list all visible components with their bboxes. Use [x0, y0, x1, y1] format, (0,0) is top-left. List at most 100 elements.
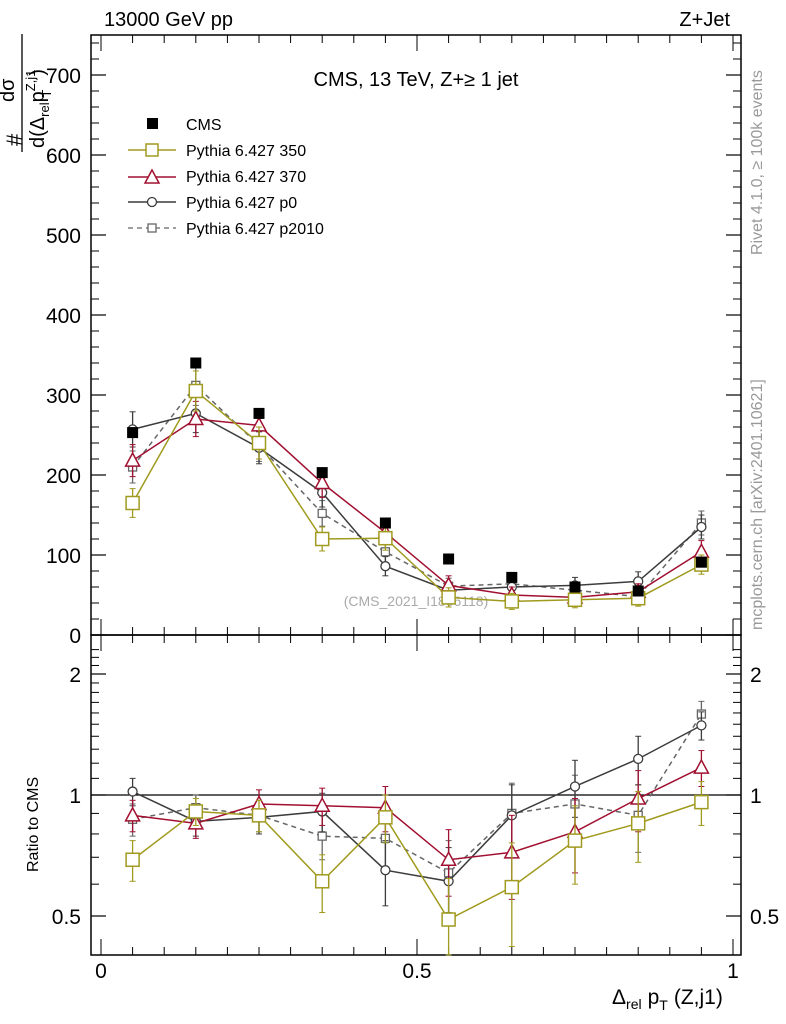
ratio-y-tick-label-right: 1	[750, 785, 762, 808]
mcplots-label: mcplots.cern.ch [arXiv:2401.10621]	[749, 379, 766, 630]
ratio-point-p350	[694, 794, 709, 810]
ratio-point-p350	[630, 816, 646, 831]
legend-p370-marker	[143, 168, 161, 184]
legend: CMS Pythia 6.427 350 Pythia 6.427 370 Py…	[128, 117, 324, 238]
energy-label: 13000 GeV pp	[104, 9, 233, 31]
main-series-cms	[127, 357, 707, 597]
main-point-p350	[188, 383, 204, 399]
ratio-point-p350	[314, 874, 330, 889]
legend-cms-marker	[147, 118, 158, 129]
ratio-point-p370	[313, 796, 331, 813]
main-y-tick-label: 500	[46, 225, 81, 248]
ratio-y-tick-label: 1	[69, 785, 81, 808]
main-point-p350	[378, 530, 393, 546]
main-y-tick-label: 400	[46, 305, 81, 328]
main-point-cms	[632, 585, 644, 597]
x-label-t: T	[659, 997, 668, 1013]
main-point-p370	[313, 473, 331, 490]
main-y-tick-label: 700	[46, 65, 81, 88]
ratio-y-tick-label: 0.5	[52, 906, 81, 929]
ratio-series-p350	[125, 781, 709, 956]
x-label-rel: rel	[626, 996, 642, 1012]
ratio-point-p0	[380, 865, 391, 876]
main-axis-ticks: 0 100 200 300 400 500 600 700 0 0.5 1	[46, 35, 741, 983]
main-point-cms	[316, 467, 328, 479]
main-point-p350	[314, 531, 330, 547]
main-point-p370	[124, 451, 141, 467]
main-point-p350	[441, 590, 456, 605]
ratio-y-tick-label: 2	[69, 664, 81, 687]
ratio-point-p350	[188, 804, 204, 819]
main-y-tick-label: 200	[46, 465, 81, 488]
main-series-layer	[124, 357, 710, 610]
legend-cms-label: CMS	[186, 117, 222, 134]
x-axis-label: Δrel pT (Z,j1)	[612, 986, 723, 1013]
x-tick-label: 0.5	[402, 960, 431, 983]
ratio-point-p350	[251, 808, 267, 823]
y-label-den-p: p	[27, 91, 49, 102]
main-point-cms	[443, 553, 455, 565]
main-line-p2010	[132, 384, 702, 598]
main-point-cms	[506, 571, 518, 583]
legend-p2010-marker	[147, 223, 157, 233]
ratio-point-p370	[440, 850, 457, 867]
y-label-den-rel: rel	[37, 102, 52, 117]
ratio-line-p2010	[132, 713, 703, 874]
ratio-y-tick-label-right: 0.5	[750, 906, 779, 929]
main-point-cms	[253, 407, 265, 419]
x-label-rest: (Z,j1)	[674, 986, 723, 1009]
y-axis-label: # dσ d(ΔrelpZ,j1T)	[0, 34, 54, 152]
main-series-p350	[125, 370, 709, 610]
legend-p2010-label: Pythia 6.427 p2010	[186, 221, 324, 238]
legend-p370-label: Pythia 6.427 370	[186, 169, 306, 186]
ratio-series-p2010	[127, 700, 707, 914]
process-label: Z+Jet	[679, 9, 730, 31]
main-point-cms	[127, 427, 139, 439]
y-label-den-sup: Z,j1	[23, 70, 38, 92]
ratio-point-p0	[127, 786, 138, 797]
main-point-p2010	[317, 508, 327, 519]
ratio-point-p370	[693, 758, 710, 774]
y-label-hash: #	[2, 133, 27, 146]
main-y-tick-label: 0	[69, 625, 81, 648]
watermark: (CMS_2021_I1866118)	[344, 593, 489, 609]
ratio-point-p2010	[317, 831, 327, 841]
main-y-tick-label: 600	[46, 145, 81, 168]
ratio-point-p0	[633, 753, 644, 765]
main-y-tick-label: 300	[46, 385, 81, 408]
ratio-point-p350	[125, 852, 140, 868]
ratio-y-label: Ratio to CMS	[25, 777, 42, 872]
ratio-point-p370	[124, 806, 141, 822]
main-point-cms	[379, 517, 391, 529]
ratio-point-p350	[441, 912, 456, 927]
main-point-cms	[190, 357, 202, 369]
x-label-p: p	[648, 986, 660, 1009]
main-point-p350	[504, 594, 520, 609]
ratio-point-p350	[378, 810, 393, 825]
main-line-p350	[131, 389, 702, 603]
main-y-tick-label: 100	[46, 545, 81, 568]
main-series-p370	[124, 400, 710, 606]
main-point-p350	[567, 592, 583, 608]
legend-p0-label: Pythia 6.427 p0	[186, 195, 297, 212]
legend-p350-label: Pythia 6.427 350	[186, 143, 306, 160]
y-label-den-sub: T	[39, 90, 54, 98]
main-line-p370	[132, 418, 702, 599]
ratio-y-tick-label-right: 2	[750, 664, 762, 687]
ratio-line-p0	[132, 724, 702, 883]
ratio-point-p0	[696, 720, 707, 731]
main-point-cms	[569, 581, 581, 593]
x-tick-label: 0	[95, 960, 107, 983]
main-point-cms	[695, 556, 707, 568]
y-label-denominator: d(ΔrelpZ,j1T)	[23, 69, 54, 148]
main-point-p370	[187, 409, 205, 426]
ratio-point-p350	[504, 879, 520, 895]
x-tick-label: 1	[727, 960, 739, 983]
plot-title: CMS, 13 TeV, Z+≥ 1 jet	[314, 69, 519, 91]
main-line-p0	[132, 412, 702, 591]
main-point-p0	[380, 561, 391, 572]
legend-p0-marker	[146, 196, 158, 208]
ratio-series-p370	[124, 750, 710, 900]
main-point-p350	[125, 495, 140, 511]
